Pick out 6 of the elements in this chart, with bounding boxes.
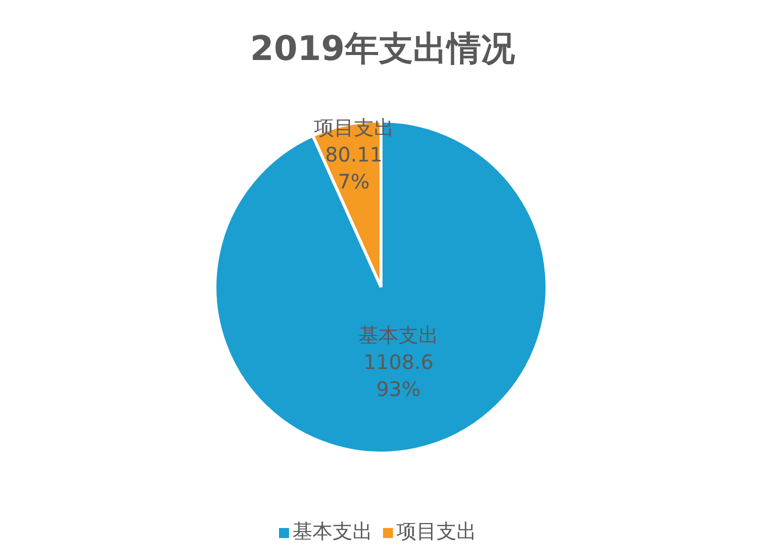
legend-label: 基本支出 [292, 519, 372, 543]
data-label: 1108.6 93% [363, 350, 434, 402]
slice-label: 基本支出 [358, 323, 438, 348]
chart-title: 2019年支出情况 [250, 29, 516, 69]
legend-label: 项目支出 [396, 519, 476, 543]
pie-slice [214, 120, 548, 454]
